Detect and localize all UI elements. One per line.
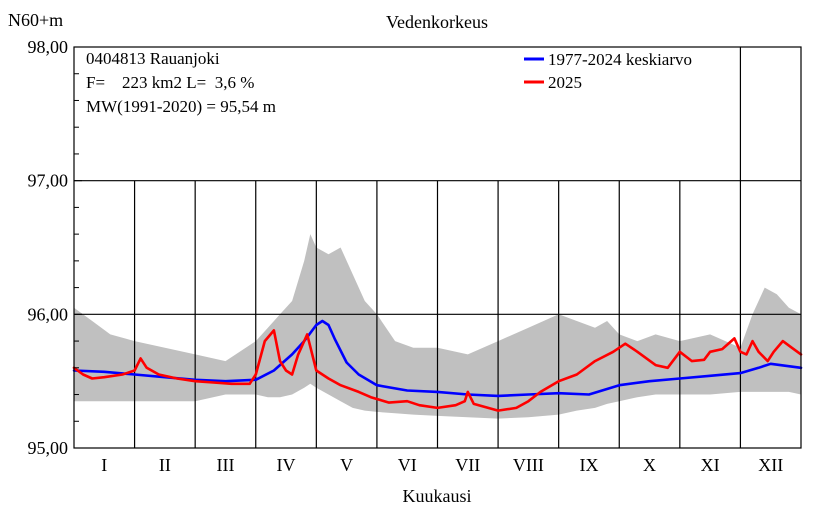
station-mean: MW(1991-2020) = 95,54 m xyxy=(86,97,276,116)
legend: 1977-2024 keskiarvo 2025 xyxy=(524,50,692,92)
plot-frame xyxy=(73,46,802,449)
series-layer xyxy=(72,319,803,412)
x-tick-label: IV xyxy=(277,455,296,475)
x-tick-label: X xyxy=(643,455,656,475)
x-tick-label: III xyxy=(216,455,234,475)
x-tick-label: XII xyxy=(758,455,783,475)
series-line-mean xyxy=(72,319,803,398)
legend-label-2025: 2025 xyxy=(548,73,582,92)
x-tick-label: VII xyxy=(455,455,480,475)
y-axis-label: N60+m xyxy=(8,10,63,30)
station-name: 0404813 Rauanjoki xyxy=(86,49,220,68)
y-tick-label: 98,00 xyxy=(28,37,69,57)
station-area: F= 223 km2 L= 3,6 % xyxy=(86,73,254,92)
x-tick-label: VIII xyxy=(513,455,544,475)
y-tick-label: 96,00 xyxy=(28,304,69,324)
x-tick-label: II xyxy=(159,455,171,475)
x-tick-label: VI xyxy=(398,455,417,475)
series-line-2025 xyxy=(72,329,803,412)
chart-title: Vedenkorkeus xyxy=(386,12,488,32)
y-tick-label: 97,00 xyxy=(28,171,69,191)
x-tick-label: I xyxy=(101,455,107,475)
y-tick-label: 95,00 xyxy=(28,438,69,458)
x-tick-label: XI xyxy=(701,455,720,475)
x-tick-label: V xyxy=(340,455,353,475)
grid-layer xyxy=(74,47,801,448)
legend-label-mean: 1977-2024 keskiarvo xyxy=(548,50,692,69)
x-tick-label: IX xyxy=(579,455,598,475)
x-axis-label: Kuukausi xyxy=(403,486,472,506)
station-info: 0404813 Rauanjoki F= 223 km2 L= 3,6 % MW… xyxy=(86,49,276,116)
